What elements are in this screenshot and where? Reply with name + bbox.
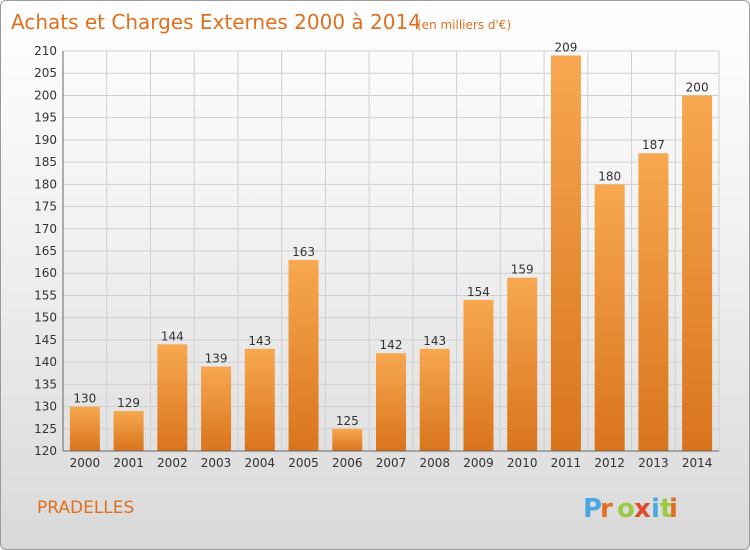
x-tick-label: 2009 (463, 456, 494, 470)
place-name: PRADELLES (37, 498, 134, 518)
brand-letter: x (634, 494, 651, 524)
x-tick-label: 2014 (682, 456, 713, 470)
y-tick-label: 155 (34, 288, 57, 302)
x-tick-label: 2007 (376, 456, 407, 470)
y-tick-label: 175 (34, 200, 57, 214)
x-tick-label: 2012 (594, 456, 625, 470)
bar (157, 344, 188, 451)
bar (463, 299, 494, 451)
axes: 120 125 130 135 140 145 150 155 160 165 170 175 180 1… (34, 44, 719, 470)
y-tick-label: 125 (34, 422, 57, 436)
bar (332, 428, 363, 451)
chart-subtitle: (en milliers d'€) (417, 18, 511, 32)
x-tick-label: 2001 (113, 456, 144, 470)
brand-letter: i (651, 494, 660, 524)
chart-title: Achats et Charges Externes 2000 à 2014 (11, 10, 421, 34)
bar (113, 411, 144, 451)
y-tick-label: 160 (34, 266, 57, 280)
bars: 130 129 144 139 143 163 125 142 143 154 159 209 180 1… (69, 40, 713, 452)
x-tick-label: 2013 (638, 456, 669, 470)
brand-letter: P (583, 494, 602, 524)
bar (244, 348, 275, 451)
y-tick-label: 140 (34, 355, 57, 369)
brand-letter: r (600, 494, 613, 524)
y-tick-label: 150 (34, 311, 57, 325)
y-tick-label: 195 (34, 111, 57, 125)
brand-letter: o (617, 494, 635, 524)
bar-value-label: 129 (117, 396, 140, 410)
brand-letter: t (660, 494, 672, 524)
y-tick-label: 145 (34, 333, 57, 347)
bar (638, 153, 669, 451)
x-tick-label: 2000 (70, 456, 101, 470)
bar-value-label: 139 (205, 352, 228, 366)
bar-value-label: 154 (467, 285, 490, 299)
y-tick-label: 135 (34, 377, 57, 391)
bar-value-label: 142 (380, 338, 403, 352)
bar (201, 366, 232, 451)
y-tick-label: 205 (34, 66, 57, 80)
bar (376, 353, 406, 451)
x-tick-label: 2003 (201, 456, 232, 470)
bar (288, 259, 319, 451)
y-tick-label: 210 (34, 44, 57, 58)
bar (594, 184, 625, 452)
bar-value-label: 180 (598, 169, 621, 183)
bar (69, 406, 100, 451)
grid (62, 50, 720, 452)
bar-value-label: 163 (292, 245, 315, 259)
y-tick-label: 130 (34, 400, 57, 414)
y-tick-label: 200 (34, 88, 57, 102)
bar-value-label: 143 (423, 334, 446, 348)
bar-value-label: 130 (73, 392, 96, 406)
bar-value-label: 209 (554, 40, 577, 54)
bar-value-label: 159 (511, 263, 534, 277)
bar-value-label: 200 (686, 80, 709, 94)
x-tick-label: 2010 (507, 456, 538, 470)
bar (682, 95, 713, 451)
x-tick-label: 2005 (288, 456, 319, 470)
bar (419, 348, 450, 451)
x-tick-label: 2006 (332, 456, 363, 470)
bar-value-label: 144 (161, 329, 184, 343)
y-tick-label: 120 (34, 444, 57, 458)
proxiti-logo: Pr o x i ti (583, 494, 678, 524)
y-tick-label: 180 (34, 177, 57, 191)
bar-value-label: 143 (248, 334, 271, 348)
bar (550, 55, 581, 451)
y-tick-label: 165 (34, 244, 57, 258)
y-tick-label: 190 (34, 133, 57, 147)
bar-value-label: 125 (336, 414, 359, 428)
bar-value-label: 187 (642, 138, 665, 152)
y-tick-label: 185 (34, 155, 57, 169)
x-tick-label: 2002 (157, 456, 188, 470)
x-tick-label: 2011 (551, 456, 582, 470)
x-tick-label: 2008 (419, 456, 450, 470)
x-tick-label: 2004 (245, 456, 276, 470)
brand-letter: i (669, 494, 678, 524)
bar (507, 277, 538, 451)
y-tick-label: 170 (34, 222, 57, 236)
